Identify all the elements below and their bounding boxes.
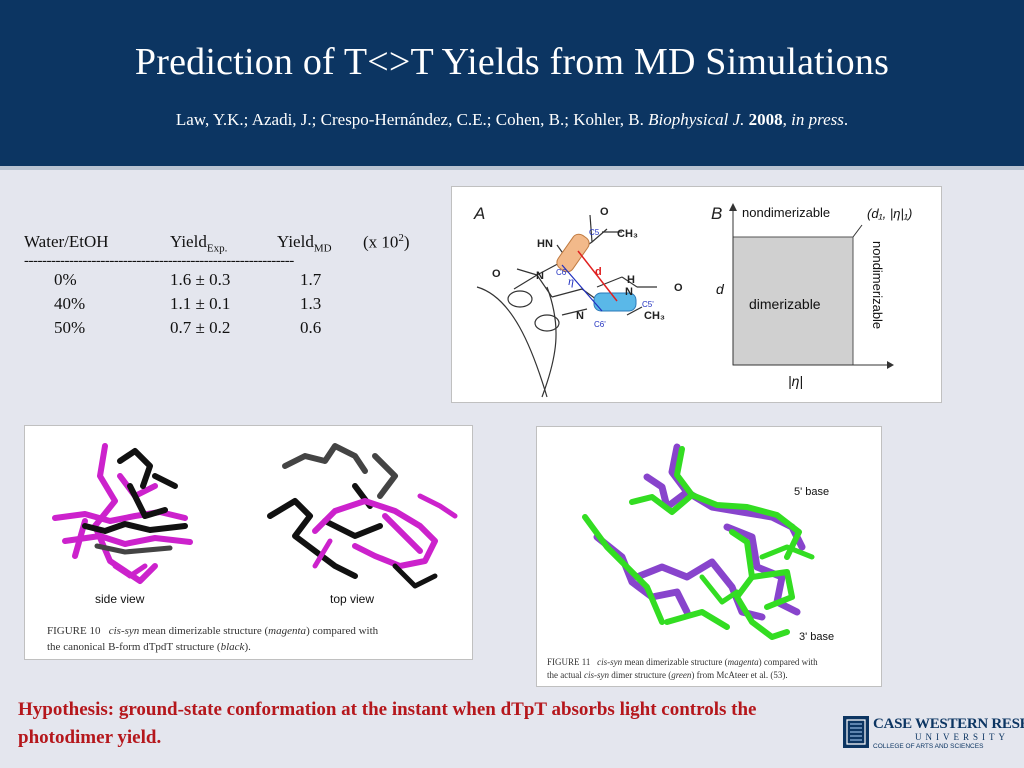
y-axis-arrow xyxy=(729,203,737,211)
logo-line-2: UNIVERSITY xyxy=(915,732,1009,742)
logo-mark-icon xyxy=(843,716,869,748)
atom-label: C6 xyxy=(556,268,567,277)
col-yield-exp: YieldExp. xyxy=(170,232,228,255)
logo-line-1: CASE WESTERN RESERVE xyxy=(873,716,1024,732)
caption-text: cis-syn xyxy=(108,625,140,637)
dimerizable-region xyxy=(732,236,854,366)
citation: Law, Y.K.; Azadi, J.; Crespo-Hernández, … xyxy=(0,110,1024,130)
citation-year: 2008 xyxy=(748,110,783,129)
header-banner: Prediction of T<>T Yields from MD Simula… xyxy=(0,0,1024,170)
atom-label: N xyxy=(536,270,544,282)
atom-label: d xyxy=(595,266,602,278)
c5-c6-bond-highlight xyxy=(556,233,590,273)
atom-label: C5 xyxy=(589,228,600,237)
caption-text: ) compared with xyxy=(306,625,379,637)
atom-label: CH₃ xyxy=(644,310,665,322)
schematic-svg: A B O CH₃ HN xyxy=(473,203,912,398)
citation-end: . xyxy=(843,110,849,129)
x-axis-label: |η| xyxy=(788,373,803,389)
university-logo: CASE WESTERN RESERVE UNIVERSITY COLLEGE … xyxy=(843,716,1024,752)
logo-line-3: COLLEGE OF ARTS AND SCIENCES xyxy=(873,743,984,750)
side-view-structure xyxy=(52,443,193,584)
table-divider: ----------------------------------------… xyxy=(24,256,294,269)
side-region-label: nondimerizable xyxy=(870,241,885,329)
dimerization-schematic: A B O CH₃ HN xyxy=(451,186,942,403)
caption-text: dimer structure ( xyxy=(611,670,672,680)
cell-water-etoh: 50% xyxy=(54,318,86,337)
y-axis-label: d xyxy=(716,281,725,297)
table-header: Water/EtOH YieldExp. YieldMD (x 102) xyxy=(24,232,434,256)
top-region-label: nondimerizable xyxy=(742,205,830,220)
cell-yield-md: 0.6 xyxy=(300,318,322,337)
caption-text: ) from McAteer et al. (53). xyxy=(691,670,788,680)
cell-yield-exp: 0.7 ± 0.2 xyxy=(170,318,231,337)
caption-text: black xyxy=(220,641,245,653)
atom-label: HN xyxy=(537,238,553,250)
page-title: Prediction of T<>T Yields from MD Simula… xyxy=(134,41,890,83)
five-prime-base-label: 5' base xyxy=(794,486,829,498)
cell-yield-exp: 1.6 ± 0.3 xyxy=(170,270,231,289)
table-row: 50% 0.7 ± 0.2 0.6 xyxy=(24,318,434,342)
cell-water-etoh: 0% xyxy=(54,270,77,289)
yield-table: Water/EtOH YieldExp. YieldMD (x 102) ---… xyxy=(24,232,434,342)
dimer-overlay-structure xyxy=(582,443,815,640)
figure-11: 5' base 3' base FIGURE 11 cis-syn mean d… xyxy=(536,426,882,687)
col-scale: (x 102) xyxy=(363,232,410,252)
table-row: 40% 1.1 ± 0.1 1.3 xyxy=(24,294,434,318)
citation-status: in press xyxy=(791,110,844,129)
caption-text: the canonical B-form dTpdT structure ( xyxy=(47,641,221,653)
figure-10-caption: FIGURE 10 cis-syn mean dimerizable struc… xyxy=(47,623,467,655)
figure-10: side view top view FIGURE 10 cis-syn mea… xyxy=(24,425,473,660)
top-view-label: top view xyxy=(330,592,374,606)
caption-text: cis-syn xyxy=(597,657,623,667)
hypothesis-text: Hypothesis: ground-state conformation at… xyxy=(18,699,757,748)
cell-yield-md: 1.7 xyxy=(300,270,322,289)
atom-label: C6' xyxy=(594,320,606,329)
distance-d-line xyxy=(577,250,618,302)
figure-10-svg: side view top view xyxy=(52,443,458,606)
caption-figure-label: FIGURE 10 xyxy=(47,625,101,637)
atom-label: η xyxy=(568,274,574,288)
caption-text: the actual xyxy=(547,670,582,680)
col-water-etoh: Water/EtOH xyxy=(24,232,109,251)
citation-sep: , xyxy=(782,110,787,129)
three-prime-base-label: 3' base xyxy=(799,631,834,643)
caption-figure-label: FIGURE 11 xyxy=(547,657,591,667)
x-axis-arrow xyxy=(887,361,894,369)
atom-label: N xyxy=(576,310,584,322)
coord-pointer xyxy=(852,224,863,238)
caption-text: mean dimerizable structure ( xyxy=(624,657,728,667)
side-view-label: side view xyxy=(95,592,145,606)
caption-text: cis-syn xyxy=(583,670,609,680)
figure-11-svg: 5' base 3' base xyxy=(582,443,834,643)
cell-yield-md: 1.3 xyxy=(300,294,322,313)
label-b: B xyxy=(711,204,722,223)
caption-text: ). xyxy=(244,641,251,653)
caption-text: ) compared with xyxy=(758,657,818,667)
citation-journal: Biophysical J. xyxy=(648,110,745,129)
atom-label: C5' xyxy=(642,300,654,309)
eta-line xyxy=(561,264,603,312)
center-region-label: dimerizable xyxy=(749,296,821,312)
table-row: 0% 1.6 ± 0.3 1.7 xyxy=(24,270,434,294)
atom-label: O xyxy=(492,268,501,280)
top-coord-label: (d₁, |η|₁) xyxy=(867,206,912,221)
cell-yield-exp: 1.1 ± 0.1 xyxy=(170,294,231,313)
atom-label: N xyxy=(625,286,633,298)
atom-label: O xyxy=(600,206,609,218)
caption-text: magenta xyxy=(268,625,307,637)
col-yield-md: YieldMD xyxy=(277,232,332,255)
atom-label: CH₃ xyxy=(617,228,638,240)
atom-label: H xyxy=(627,274,635,286)
caption-text: magenta xyxy=(727,657,759,667)
atom-label: O xyxy=(674,282,683,294)
citation-authors: Law, Y.K.; Azadi, J.; Crespo-Hernández, … xyxy=(175,110,644,129)
caption-text: mean dimerizable structure ( xyxy=(142,625,269,637)
top-view-structure xyxy=(267,443,458,589)
cell-water-etoh: 40% xyxy=(54,294,86,313)
figure-11-caption: FIGURE 11 cis-syn mean dimerizable struc… xyxy=(547,656,877,682)
label-a: A xyxy=(473,204,485,223)
caption-text: green xyxy=(671,670,692,680)
